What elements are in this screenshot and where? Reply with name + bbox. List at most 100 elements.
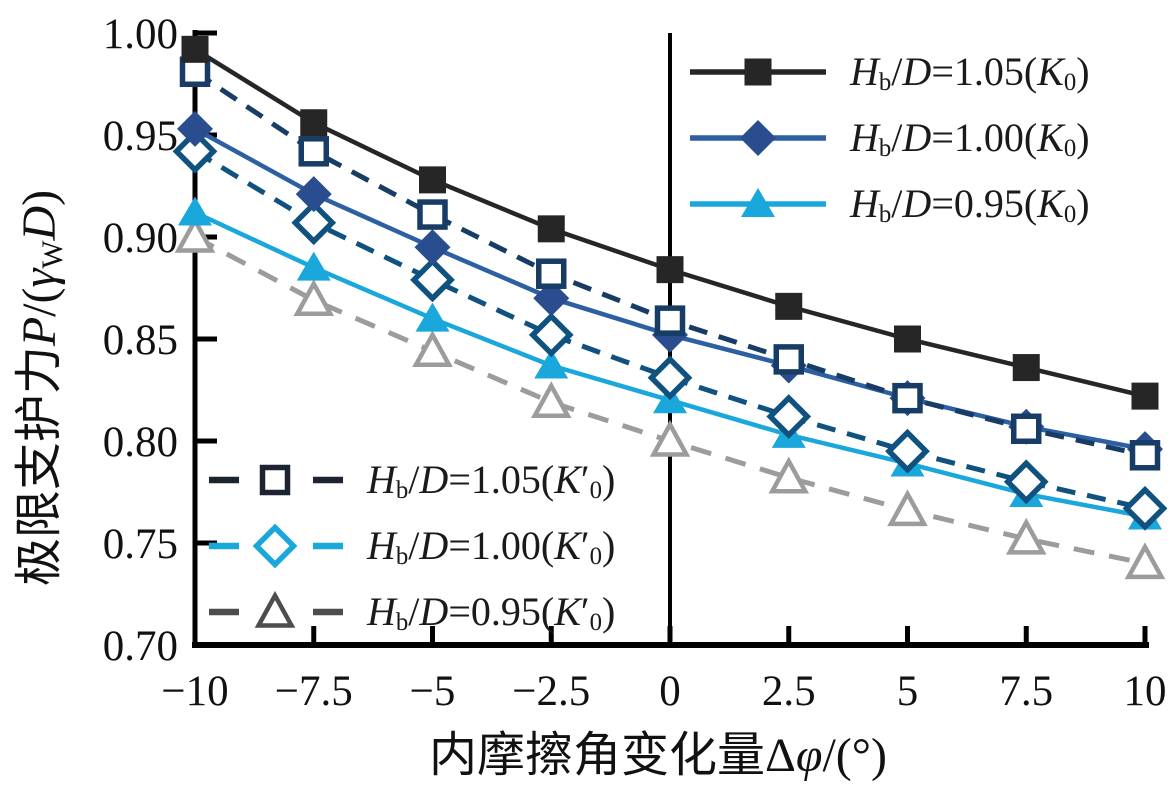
label-text: / — [891, 49, 903, 94]
label-text: ) — [1076, 181, 1090, 226]
label-text: / — [408, 589, 420, 634]
open-square-marker — [298, 136, 329, 167]
legend-bottom-left: Hb/D=1.05(K′0) Hb/D=1.00(K′0) Hb/D=0.95(K′… — [205, 458, 615, 656]
label-text: ′ — [580, 523, 590, 568]
series-Hb/D=1.00(K'0) — [172, 128, 1168, 531]
filled-triangle-marker — [415, 302, 450, 332]
label-text: φ — [795, 729, 823, 782]
filled-diamond-marker — [740, 120, 776, 156]
label-text: H — [850, 115, 879, 160]
label-text: =0.95( — [931, 181, 1038, 226]
open-square-marker — [892, 382, 923, 414]
series-Hb/D=0.95(K'0) — [174, 215, 1166, 580]
filled-triangle-marker — [741, 188, 775, 217]
filled-diamond-marker — [533, 280, 570, 317]
subscript-text: 0 — [589, 477, 603, 505]
label-text: / — [891, 181, 903, 226]
open-diamond-marker — [172, 128, 218, 174]
filled-square-marker — [775, 292, 803, 320]
legend-swatch-filled-square — [690, 58, 826, 86]
label-text: ) — [1076, 49, 1090, 94]
label-text: =1.05( — [448, 457, 555, 502]
open-triangle-marker — [1124, 542, 1166, 580]
subscript-text: 0 — [1063, 201, 1077, 229]
y-tick-label: 0.90 — [103, 215, 178, 262]
subscript-text: 0 — [589, 609, 603, 637]
x-tick-label: 0 — [659, 668, 681, 715]
filled-diamond-marker — [414, 229, 451, 266]
label-text: /( — [13, 287, 66, 317]
filled-square-marker — [894, 325, 921, 353]
legend-label: Hb/D=1.05(K0) — [850, 49, 1090, 96]
subscript-text: b — [395, 477, 409, 505]
subscript-text: 0 — [589, 543, 603, 571]
legend-label: Hb/D=0.95(K0) — [850, 181, 1090, 228]
label-text: D — [902, 115, 932, 160]
open-triangle-marker — [887, 489, 928, 527]
open-diamond-marker — [1003, 459, 1049, 505]
filled-triangle-marker — [534, 349, 569, 379]
open-diamond-marker — [885, 428, 930, 474]
filled-square-marker — [656, 256, 684, 284]
legend-item-Hb/D=0.95(K0): Hb/D=0.95(K0) — [688, 181, 1090, 228]
legend-label: Hb/D=1.00(K′0) — [367, 523, 615, 570]
label-text: D — [419, 457, 449, 502]
x-tick-label: 7.5 — [999, 668, 1053, 715]
x-tick-label: −10 — [161, 668, 228, 715]
y-tick-label: 0.70 — [103, 623, 178, 670]
filled-square-marker — [1131, 382, 1159, 410]
x-tick-label: −7.5 — [275, 668, 353, 715]
label-text: D — [419, 523, 449, 568]
label-text: =0.95( — [448, 589, 555, 634]
open-square-marker — [536, 258, 567, 289]
subscript-text: b — [878, 201, 892, 229]
legend-swatch-filled-triangle — [690, 188, 826, 217]
y-tick-label: 0.85 — [103, 317, 178, 364]
series-Hb/D=1.05(K0) — [181, 35, 1159, 410]
label-text: =1.00( — [931, 115, 1038, 160]
label-text: P — [13, 316, 66, 347]
filled-triangle-marker — [178, 196, 212, 226]
label-text: K — [1037, 115, 1064, 160]
label-text: ) — [1076, 115, 1090, 160]
open-square-marker — [179, 56, 211, 88]
filled-diamond-marker — [177, 110, 213, 147]
open-square-marker — [654, 305, 686, 336]
open-square-marker — [417, 199, 448, 230]
label-text: / — [408, 457, 420, 502]
open-triangle-marker — [768, 456, 810, 494]
x-axis-title: 内摩擦角变化量Δφ/(°) — [429, 715, 887, 785]
open-triangle-marker — [254, 590, 296, 628]
legend-swatch-open-triangle — [209, 590, 343, 628]
y-tick-label: 1.00 — [103, 11, 178, 58]
legend-label: Hb/D=1.00(K0) — [850, 115, 1090, 162]
label-text: ′ — [580, 457, 590, 502]
x-tick-label: 10 — [1124, 668, 1167, 715]
open-diamond-marker — [410, 257, 455, 303]
legend-top-right: Hb/D=1.05(K0) Hb/D=1.00(K0) Hb/D=0.95(K0) — [688, 50, 1090, 248]
open-diamond-marker — [291, 200, 337, 246]
subscript-text: W — [35, 240, 69, 269]
filled-square-marker — [181, 35, 209, 63]
label-text: H — [850, 181, 879, 226]
open-diamond-marker — [1122, 485, 1168, 531]
label-text: =1.05( — [931, 49, 1038, 94]
filled-square-marker — [1012, 354, 1040, 382]
label-text: ′ — [580, 589, 590, 634]
legend-item-Hb/D=0.95(K'0): Hb/D=0.95(K′0) — [205, 589, 615, 637]
y-tick-label: 0.80 — [103, 419, 178, 466]
subscript-text: b — [395, 609, 409, 637]
subscript-text: 0 — [1063, 69, 1077, 97]
label-text: ) — [602, 457, 616, 502]
x-tick-label: −2.5 — [512, 668, 590, 715]
y-tick-label: 0.95 — [103, 113, 178, 160]
label-text: 内摩擦角变化量Δ — [429, 729, 796, 782]
label-text: H — [850, 49, 879, 94]
filled-square-marker — [300, 109, 328, 137]
label-text: K — [1037, 181, 1064, 226]
legend-label: Hb/D=1.05(K′0) — [367, 457, 616, 504]
series-Hb/D=1.05(K'0) — [179, 56, 1161, 471]
open-triangle-marker — [293, 279, 335, 316]
subscript-text: b — [878, 135, 892, 163]
